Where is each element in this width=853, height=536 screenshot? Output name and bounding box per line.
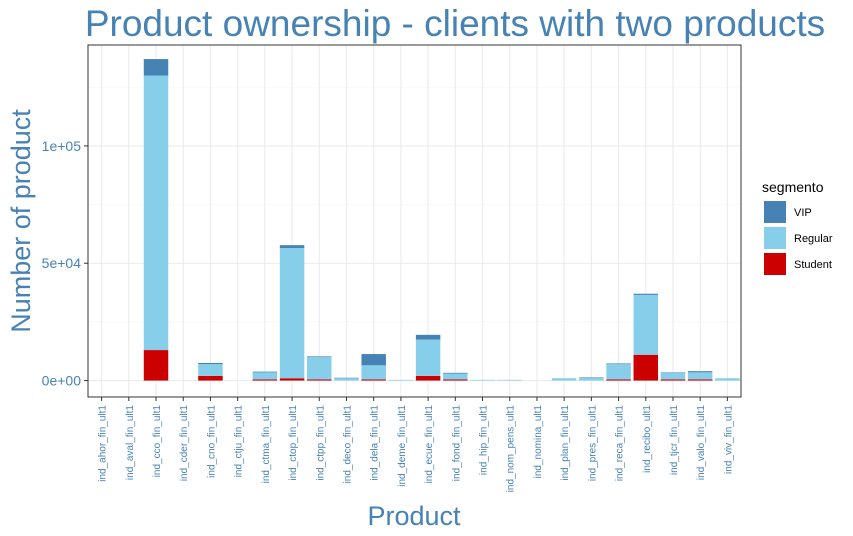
x-tick-label: ind_ctma_fin_ult1 bbox=[261, 405, 272, 484]
x-axis: ind_ahor_fin_ult1 ind_aval_fin_ult1 ind_cc… bbox=[98, 397, 734, 493]
plot-background bbox=[88, 45, 741, 397]
bar-vip-ind_recibo_ult1 bbox=[633, 293, 659, 295]
x-tick-label: ind_deme_fin_ult1 bbox=[397, 405, 408, 487]
bar-student-ind_cco_fin_ult1 bbox=[143, 350, 169, 381]
bar-vip-ind_ctpp_fin_ult1 bbox=[307, 356, 332, 358]
bar-regular-ind_recibo_ult1 bbox=[633, 294, 659, 355]
x-tick-label: ind_fond_fin_ult1 bbox=[451, 405, 462, 482]
legend-title: segmento bbox=[762, 179, 824, 195]
x-axis-label: Product bbox=[367, 501, 461, 531]
bar-regular-ind_valo_fin_ult1 bbox=[687, 372, 713, 380]
x-tick-label: ind_deco_fin_ult1 bbox=[342, 405, 353, 484]
bar-vip-ind_cno_fin_ult1 bbox=[198, 362, 223, 365]
legend-label-vip: VIP bbox=[794, 207, 812, 219]
bar-student-ind_reca_fin_ult1 bbox=[606, 379, 631, 381]
y-axis: 0e+00 5e+04 1e+05 bbox=[42, 138, 88, 389]
bar-student-ind_ctop_fin_ult1 bbox=[279, 378, 305, 381]
x-tick-label: ind_plan_fin_ult1 bbox=[560, 405, 571, 481]
x-tick-label: ind_ctju_fin_ult1 bbox=[234, 405, 245, 478]
legend-key-regular bbox=[764, 227, 786, 249]
bar-vip-ind_dela_fin_ult1 bbox=[361, 354, 386, 366]
x-tick-label: ind_ctop_fin_ult1 bbox=[288, 405, 299, 481]
x-tick-label: ind_aval_fin_ult1 bbox=[125, 405, 136, 480]
x-tick-label: ind_cno_fin_ult1 bbox=[206, 405, 217, 478]
x-tick-label: ind_cco_fin_ult1 bbox=[152, 405, 163, 478]
bar-student-ind_dela_fin_ult1 bbox=[361, 379, 386, 381]
bar-regular-ind_pres_fin_ult1 bbox=[579, 377, 604, 381]
y-tick-label: 5e+04 bbox=[42, 255, 82, 271]
bar-regular-ind_nom_pens_ult1 bbox=[497, 379, 522, 381]
bar-student-ind_ecue_fin_ult1 bbox=[415, 375, 441, 381]
legend: segmento VIP Regular Student bbox=[762, 179, 833, 275]
bar-student-ind_ctpp_fin_ult1 bbox=[307, 379, 332, 381]
bar-regular-ind_cco_fin_ult1 bbox=[143, 75, 169, 351]
bar-regular-ind_tjcr_fin_ult1 bbox=[660, 372, 686, 380]
legend-label-student: Student bbox=[794, 259, 832, 271]
x-tick-label: ind_pres_fin_ult1 bbox=[587, 405, 598, 482]
x-tick-label: ind_ctpp_fin_ult1 bbox=[315, 405, 326, 481]
x-tick-label: ind_ecue_fin_ult1 bbox=[424, 405, 435, 484]
bar-regular-ind_viv_fin_ult1 bbox=[715, 378, 740, 381]
bar-student-ind_ctma_fin_ult1 bbox=[252, 379, 278, 381]
bar-regular-ind_fond_fin_ult1 bbox=[443, 373, 468, 380]
bar-regular-ind_dela_fin_ult1 bbox=[361, 365, 386, 380]
x-tick-label: ind_valo_fin_ult1 bbox=[696, 405, 707, 480]
bar-vip-ind_reca_fin_ult1 bbox=[606, 363, 631, 365]
bar-regular-ind_ctop_fin_ult1 bbox=[279, 247, 305, 379]
x-tick-label: ind_nom_pens_ult1 bbox=[506, 405, 517, 493]
bar-vip-ind_fond_fin_ult1 bbox=[443, 372, 468, 374]
chart-title: Product ownership - clients with two pro… bbox=[85, 3, 825, 44]
bar-regular-ind_hip_fin_ult1 bbox=[470, 379, 495, 381]
bar-regular-ind_deco_fin_ult1 bbox=[334, 378, 359, 381]
bars bbox=[143, 59, 740, 381]
bar-student-ind_recibo_ult1 bbox=[633, 354, 659, 381]
bar-regular-ind_ecue_fin_ult1 bbox=[415, 339, 441, 376]
bar-regular-ind_reca_fin_ult1 bbox=[606, 364, 631, 380]
bar-vip-ind_valo_fin_ult1 bbox=[687, 371, 713, 373]
x-tick-label: ind_tjcr_fin_ult1 bbox=[669, 405, 680, 475]
bar-student-ind_valo_fin_ult1 bbox=[687, 379, 713, 381]
bar-regular-ind_plan_fin_ult1 bbox=[551, 378, 577, 381]
bar-regular-ind_ctpp_fin_ult1 bbox=[307, 357, 332, 380]
bar-student-ind_tjcr_fin_ult1 bbox=[660, 379, 686, 381]
bar-vip-ind_ctma_fin_ult1 bbox=[252, 371, 278, 373]
plot-border bbox=[87, 44, 742, 398]
legend-key-student bbox=[764, 253, 786, 275]
bar-regular-ind_ctma_fin_ult1 bbox=[252, 372, 278, 380]
x-tick-label: ind_dela_fin_ult1 bbox=[370, 405, 381, 481]
x-tick-label: ind_viv_fin_ult1 bbox=[723, 405, 734, 474]
bar-vip-ind_ctop_fin_ult1 bbox=[279, 245, 305, 248]
bar-student-ind_cno_fin_ult1 bbox=[198, 375, 223, 381]
legend-label-regular: Regular bbox=[794, 233, 833, 245]
y-tick-label: 0e+00 bbox=[42, 373, 82, 389]
x-tick-label: ind_recibo_ult1 bbox=[642, 405, 653, 473]
x-tick-label: ind_hip_fin_ult1 bbox=[479, 405, 490, 475]
x-tick-label: ind_reca_fin_ult1 bbox=[615, 405, 626, 482]
bar-student-ind_fond_fin_ult1 bbox=[443, 379, 468, 381]
x-tick-label: ind_nomina_ult1 bbox=[533, 405, 544, 479]
x-tick-label: ind_cder_fin_ult1 bbox=[179, 405, 190, 482]
x-tick-label: ind_ahor_fin_ult1 bbox=[98, 405, 109, 482]
bar-vip-ind_ecue_fin_ult1 bbox=[415, 334, 441, 340]
bar-regular-ind_cno_fin_ult1 bbox=[198, 364, 223, 376]
bar-regular-ind_deme_fin_ult1 bbox=[388, 379, 414, 381]
plot-panel bbox=[87, 44, 742, 398]
legend-key-vip bbox=[764, 201, 786, 223]
bar-vip-ind_cco_fin_ult1 bbox=[143, 59, 169, 76]
y-tick-label: 1e+05 bbox=[42, 138, 82, 154]
y-axis-label: Number of product bbox=[6, 109, 36, 333]
